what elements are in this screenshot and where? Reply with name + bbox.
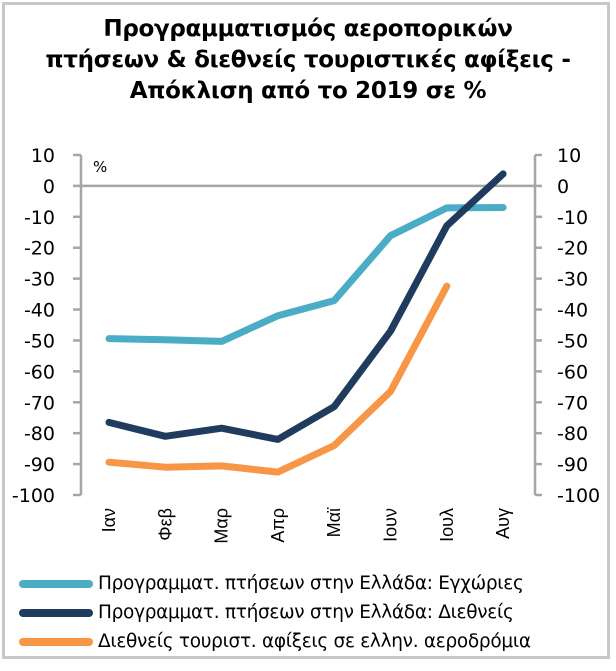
right-y-tick-label: -70 [557,392,588,414]
legend-swatch-arrivals [19,637,93,646]
x-axis-labels: Ιαν Φεβ Μαρ Απρ Μαϊ Ιουν Ιουλ Αυγ [99,507,513,544]
right-y-tick-label: -100 [557,485,600,507]
left-y-tick-label: -20 [24,238,55,260]
left-y-tick-label: 0 [43,176,55,198]
x-tick-label: Μαϊ [324,507,344,537]
x-tick-label: Ιουλ [437,508,457,542]
left-y-tick-label: 10 [31,145,55,167]
x-tick-label: Ιαν [99,508,119,532]
left-y-tick-label: -70 [24,392,55,414]
legend: Προγραμματ. πτήσεων στην Ελλάδα: Εγχώριε… [19,569,531,656]
series-lines [105,170,507,476]
right-y-tick-label: -50 [557,330,588,352]
legend-swatch-domestic [19,579,93,588]
legend-label-domestic: Προγραμματ. πτήσεων στην Ελλάδα: Εγχώριε… [98,573,524,594]
left-y-tick-label: -90 [24,454,55,476]
right-y-tick-label: -80 [557,423,588,445]
right-y-tick-label: -60 [557,361,588,383]
left-y-tick-label: -80 [24,423,55,445]
right-y-tick-label: 10 [557,145,581,167]
left-y-tick-label: -40 [24,300,55,322]
legend-label-international: Προγραμματ. πτήσεων στην Ελλάδα: Διεθνεί… [98,602,514,623]
x-tick-label: Φεβ [155,508,175,541]
left-y-tick-label: -100 [12,485,55,507]
chart-title-line-3: Απόκλιση από το 2019 σε % [129,78,487,104]
right-y-tick-label: -20 [557,238,588,260]
left-y-tick-label: -30 [24,269,55,291]
right-y-tick-label: -40 [557,300,588,322]
unit-label: % [93,158,107,176]
series-line-1 [105,170,507,443]
series-line-0 [105,204,507,345]
chart-title: Προγραμματισμός αεροπορικών πτήσεων & δι… [0,14,616,107]
legend-item-domestic: Προγραμματ. πτήσεων στην Ελλάδα: Εγχώριε… [19,569,531,598]
left-y-tick-label: -50 [24,330,55,352]
series-line-2 [105,282,451,476]
x-tick-label: Μαρ [212,508,232,544]
left-y-tick-label: -10 [24,207,55,229]
x-tick-label: Ιουν [381,508,401,542]
chart-title-line-2: πτήσεων & διεθνείς τουριστικές αφίξεις - [45,47,571,73]
left-y-tick-label: -60 [24,361,55,383]
legend-swatch-international [19,608,93,617]
chart-title-line-1: Προγραμματισμός αεροπορικών [103,16,513,42]
axes: 10 0 -10 -20 -30 -40 -50 -60 -70 -80 -90 -100 10 0 -10… [12,145,600,507]
x-tick-label: Απρ [268,508,288,543]
legend-item-international: Προγραμματ. πτήσεων στην Ελλάδα: Διεθνεί… [19,598,531,627]
right-y-tick-label: -10 [557,207,588,229]
right-y-tick-label: 0 [557,176,569,198]
legend-label-arrivals: Διεθνείς τουριστ. αφίξεις σε ελλην. αερο… [98,631,531,652]
legend-item-arrivals: Διεθνείς τουριστ. αφίξεις σε ελλην. αερο… [19,627,531,656]
x-tick-label: Αυγ [493,508,513,539]
right-y-tick-label: -90 [557,454,588,476]
chart-frame [2,2,610,659]
right-y-tick-label: -30 [557,269,588,291]
